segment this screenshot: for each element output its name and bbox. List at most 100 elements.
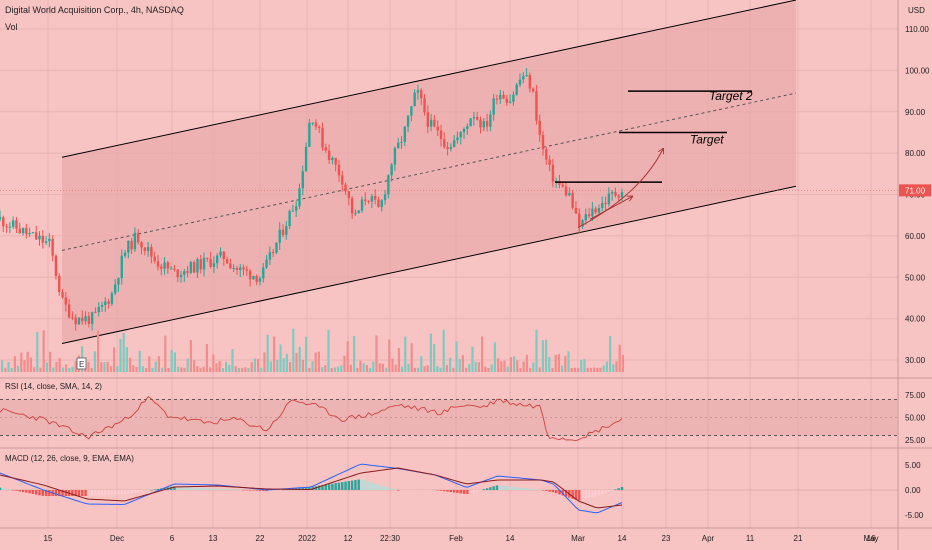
candle-body <box>258 278 262 282</box>
volume-bar <box>145 367 148 372</box>
macd-histogram-bar <box>551 490 555 493</box>
candle-body <box>548 159 551 165</box>
candle-body <box>601 202 604 209</box>
candle-body <box>587 214 591 217</box>
candle-body <box>350 198 354 214</box>
volume-bar <box>381 363 384 372</box>
volume-bar <box>423 366 426 372</box>
macd-histogram-bar <box>429 490 433 491</box>
volume-bar <box>317 351 320 372</box>
candle-body <box>219 251 222 256</box>
macd-histogram-bar <box>541 490 545 491</box>
macd-histogram-bar <box>248 490 252 491</box>
volume-bar <box>289 362 292 372</box>
candle-body <box>18 228 21 234</box>
volume-bar <box>602 365 605 372</box>
rsi-band <box>0 399 898 436</box>
macd-histogram-bar <box>74 490 77 496</box>
candle-body <box>97 306 100 313</box>
macd-tick-label: 0.00 <box>905 486 921 495</box>
candle-body <box>206 257 209 259</box>
macd-histogram-bar <box>505 486 509 490</box>
candles <box>0 68 624 331</box>
macd-histogram-bar <box>225 489 229 490</box>
macd-histogram-bar <box>104 490 107 496</box>
macd-tick-label: 5.00 <box>905 461 921 470</box>
time-tick-label: 16 <box>867 534 876 543</box>
volume-bar <box>337 366 340 372</box>
candle-body <box>212 263 216 267</box>
macd-histogram-bar <box>469 490 472 494</box>
macd-histogram-bar <box>403 490 406 491</box>
volume-bar <box>356 367 359 372</box>
candle-body <box>278 229 281 243</box>
volume-bar <box>141 366 144 372</box>
macd-histogram-bar <box>255 490 258 491</box>
volume-bar <box>49 351 52 372</box>
rsi-tick-label: 75.00 <box>905 391 926 400</box>
volume-bar <box>45 362 48 372</box>
candle-body <box>288 210 291 227</box>
macd-histogram-bar <box>554 490 558 494</box>
macd-histogram-bar <box>512 486 515 490</box>
macd-histogram-bar <box>163 487 166 490</box>
volume-bar <box>401 366 404 372</box>
volume-bar <box>436 366 439 372</box>
macd-histogram-bar <box>31 490 35 494</box>
candle-body <box>140 242 143 248</box>
last-price-value: 71.00 <box>905 186 926 195</box>
macd-histogram-bar <box>311 486 314 490</box>
volume-bar <box>148 356 151 372</box>
time-tick-label: 11 <box>746 534 755 543</box>
macd-histogram-bar <box>413 490 416 491</box>
candle-body <box>561 184 564 187</box>
candle-body <box>505 98 509 103</box>
macd-histogram-bar <box>318 485 321 490</box>
macd-histogram-bar <box>564 490 568 497</box>
candle-body <box>54 255 58 276</box>
volume-bar <box>580 360 583 372</box>
macd-histogram-bar <box>94 490 97 496</box>
macd-histogram-bar <box>21 490 25 493</box>
candle-body <box>199 259 202 270</box>
volume-bar <box>343 355 346 372</box>
macd-histogram-bar <box>377 484 380 490</box>
candle-body <box>225 259 229 264</box>
candle-body <box>604 202 607 205</box>
volume-bar <box>522 361 525 372</box>
macd-histogram-bar <box>179 486 183 490</box>
macd-histogram-bar <box>35 490 38 495</box>
candle-body <box>275 242 278 253</box>
candle-body <box>35 232 38 240</box>
macd-histogram-bar <box>58 490 61 496</box>
macd-histogram-bar <box>232 489 235 491</box>
volume-bar <box>154 361 157 372</box>
macd-histogram-bar <box>525 488 528 490</box>
channel-fill <box>62 0 796 344</box>
candle-body <box>2 217 5 227</box>
candle-body <box>156 261 160 267</box>
candle-body <box>239 267 242 271</box>
price-tick-label: 90.00 <box>905 108 926 117</box>
candle-body <box>420 90 423 99</box>
candle-body <box>475 117 479 120</box>
macd-histogram-bar <box>466 490 469 494</box>
candle-body <box>192 262 196 273</box>
volume-bar <box>298 346 301 372</box>
volume-bar <box>39 367 42 372</box>
macd-histogram-bar <box>472 490 476 493</box>
candle-body <box>334 157 337 165</box>
candle-body <box>568 192 571 196</box>
macd-histogram-bar <box>370 482 374 490</box>
candle-body <box>436 126 439 131</box>
macd-histogram-bar <box>271 490 275 491</box>
macd-histogram-bar <box>393 489 397 491</box>
candle-body <box>594 208 597 213</box>
volume-bar <box>484 366 487 372</box>
volume-bar <box>429 333 432 372</box>
macd-histogram-bar <box>597 490 601 496</box>
candle-body <box>304 146 308 172</box>
macd-histogram-bar <box>153 489 156 490</box>
candle-body <box>403 126 406 142</box>
